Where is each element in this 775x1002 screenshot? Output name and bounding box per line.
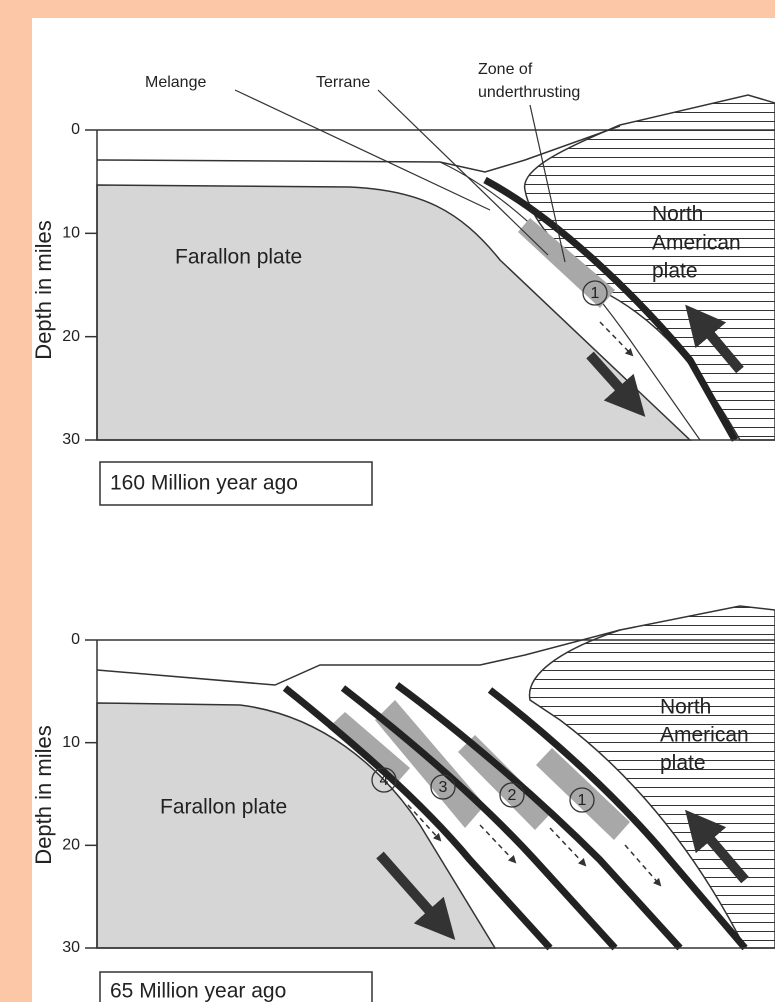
na-label: American — [652, 232, 741, 255]
farallon-label: Farallon plate — [160, 796, 287, 819]
caption: 160 Million year ago — [110, 472, 298, 495]
marker-label: 1 — [578, 792, 587, 809]
marker-label: 2 — [508, 787, 517, 804]
marker-label: 4 — [380, 772, 389, 789]
na-label: plate — [652, 260, 698, 283]
figure: Melange Terrane Zone of underthrusting F… — [0, 0, 775, 1002]
marker-label: 1 — [591, 285, 600, 302]
tick-label: 10 — [62, 734, 80, 751]
zone-label: Zone of — [478, 61, 533, 78]
axis-label: Depth in miles — [31, 725, 56, 864]
tick-label: 30 — [62, 939, 80, 956]
zone-label: underthrusting — [478, 84, 580, 101]
melange-label: Melange — [145, 74, 206, 91]
farallon-label: Farallon plate — [175, 246, 302, 269]
marker-label: 3 — [439, 779, 448, 796]
tick-label: 20 — [62, 837, 80, 854]
na-label: North — [652, 203, 703, 226]
tick-label: 20 — [62, 328, 80, 345]
tick-label: 30 — [62, 431, 80, 448]
na-label: North — [660, 696, 711, 719]
caption: 65 Million year ago — [110, 980, 286, 1002]
tick-label: 0 — [71, 121, 80, 138]
na-label: plate — [660, 752, 706, 775]
terrane-label: Terrane — [316, 74, 370, 91]
axis-label: Depth in miles — [31, 220, 56, 359]
tick-label: 10 — [62, 225, 80, 242]
na-label: American — [660, 724, 749, 747]
tick-label: 0 — [71, 631, 80, 648]
